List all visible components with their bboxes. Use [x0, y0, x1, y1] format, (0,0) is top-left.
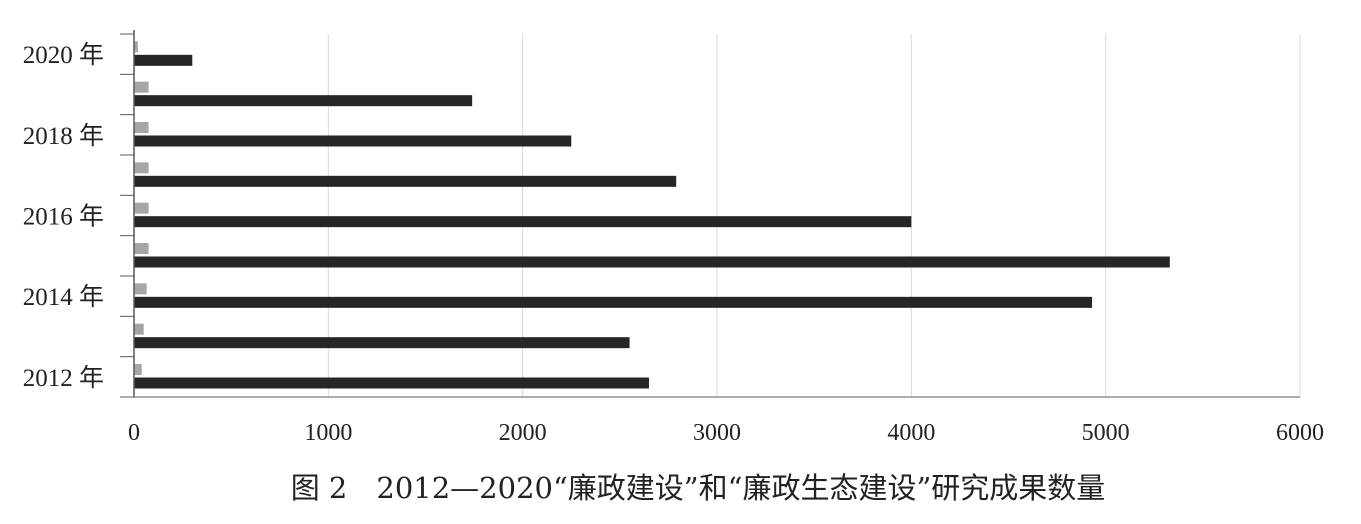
y-tick-label: 2016 年 — [23, 203, 104, 231]
bar-series2 — [134, 41, 138, 53]
x-tick-label: 1000 — [304, 420, 352, 446]
axis-layer — [120, 30, 1300, 398]
bar-series2 — [134, 162, 149, 174]
x-tick-label: 4000 — [887, 420, 935, 446]
bar-series1 — [134, 377, 649, 389]
bar-series1 — [134, 54, 193, 66]
y-tick-label: 2018 年 — [23, 122, 104, 150]
bar-series2 — [134, 81, 149, 93]
bar-series1 — [134, 175, 677, 187]
bar-series2 — [134, 202, 149, 214]
x-tick-label: 0 — [128, 420, 140, 446]
bar-series2 — [134, 283, 147, 295]
labels-layer: 0 1000 2000 3000 4000 5000 6000 2012 年 2014 年 201… — [23, 41, 1324, 446]
x-tick-label: 3000 — [693, 420, 741, 446]
grid-layer — [327, 34, 1301, 397]
bar-series1 — [134, 296, 1093, 308]
bar-series1 — [134, 135, 572, 147]
x-tick-label: 6000 — [1276, 420, 1324, 446]
x-tick-label: 5000 — [1082, 420, 1130, 446]
bar-series2 — [134, 323, 144, 335]
bar-series1 — [134, 216, 912, 228]
bar-series2 — [134, 243, 149, 254]
bars-layer — [134, 41, 1170, 389]
bar-series2 — [134, 364, 142, 375]
y-tick-label: 2012 年 — [23, 364, 104, 392]
bar-series1 — [134, 337, 630, 349]
bar-series1 — [134, 256, 1170, 268]
y-tick-label: 2020 年 — [23, 41, 104, 69]
y-tick-label: 2014 年 — [23, 283, 104, 311]
bar-series2 — [134, 122, 149, 133]
x-tick-label: 2000 — [499, 420, 547, 446]
chart-title: 图 2 2012—2020“廉政建设”和“廉政生态建设”研究成果数量 — [291, 471, 1106, 505]
bar-series1 — [134, 95, 473, 107]
